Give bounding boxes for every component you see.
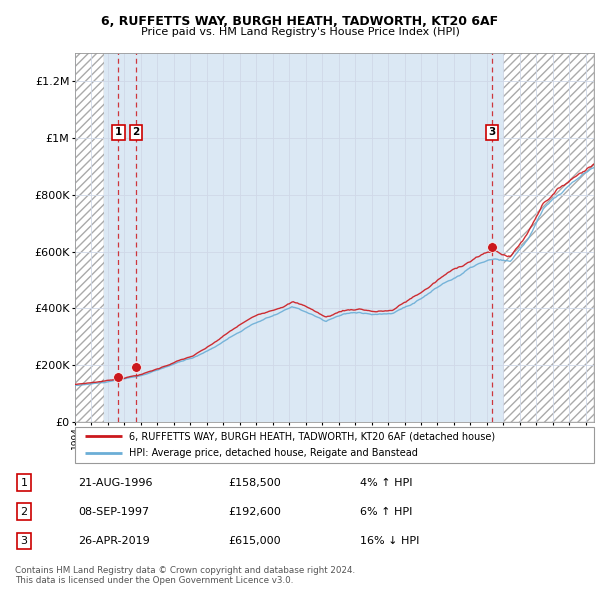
Text: 4% ↑ HPI: 4% ↑ HPI (360, 477, 413, 487)
Text: 16% ↓ HPI: 16% ↓ HPI (360, 536, 419, 546)
Bar (104, 53, 503, 422)
Text: 21-AUG-1996: 21-AUG-1996 (78, 477, 152, 487)
Text: HPI: Average price, detached house, Reigate and Banstead: HPI: Average price, detached house, Reig… (130, 448, 418, 458)
Text: 1: 1 (115, 127, 122, 137)
Text: £192,600: £192,600 (228, 507, 281, 517)
Text: 2: 2 (132, 127, 139, 137)
Text: Contains HM Land Registry data © Crown copyright and database right 2024.
This d: Contains HM Land Registry data © Crown c… (15, 566, 355, 585)
Text: 3: 3 (488, 127, 496, 137)
Text: Price paid vs. HM Land Registry's House Price Index (HPI): Price paid vs. HM Land Registry's House … (140, 27, 460, 37)
Text: 26-APR-2019: 26-APR-2019 (78, 536, 150, 546)
Text: 6% ↑ HPI: 6% ↑ HPI (360, 507, 412, 517)
Text: 6, RUFFETTS WAY, BURGH HEATH, TADWORTH, KT20 6AF (detached house): 6, RUFFETTS WAY, BURGH HEATH, TADWORTH, … (130, 431, 496, 441)
Bar (75, 53, 104, 422)
Bar (503, 53, 594, 422)
Text: 3: 3 (20, 536, 28, 546)
Text: 08-SEP-1997: 08-SEP-1997 (78, 507, 149, 517)
Text: £615,000: £615,000 (228, 536, 281, 546)
Text: 1: 1 (20, 477, 28, 487)
Text: 6, RUFFETTS WAY, BURGH HEATH, TADWORTH, KT20 6AF: 6, RUFFETTS WAY, BURGH HEATH, TADWORTH, … (101, 15, 499, 28)
Text: £158,500: £158,500 (228, 477, 281, 487)
Text: 2: 2 (20, 507, 28, 517)
